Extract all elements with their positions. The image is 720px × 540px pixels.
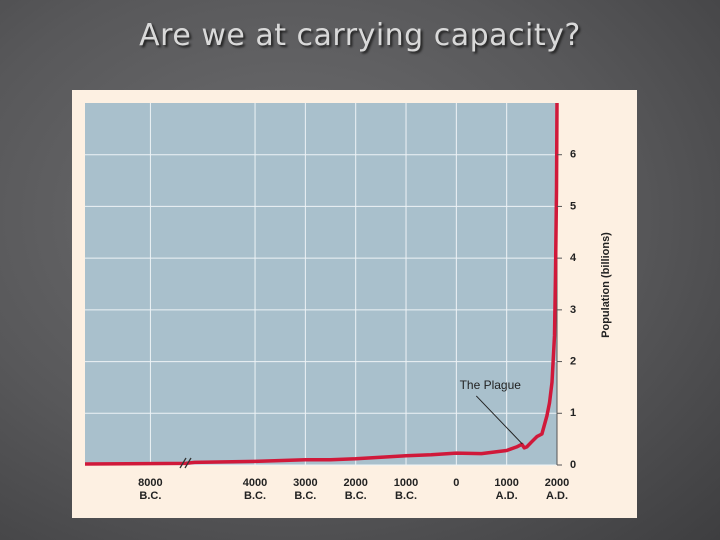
x-tick-label: 3000 B.C.: [293, 477, 318, 502]
y-tick-label: 1: [570, 407, 576, 419]
y-tick-label: 0: [570, 459, 576, 471]
x-tick-label: 1000 B.C.: [393, 477, 419, 502]
y-tick-label: 6: [570, 149, 576, 161]
y-tick-label: 5: [570, 200, 576, 212]
chart: Population (billions) 0 1 2 3 4 5 6 The Plague: [72, 90, 637, 518]
axis-break: [179, 457, 187, 469]
y-tick-label: 3: [570, 304, 576, 316]
axis-break: [184, 457, 192, 469]
slide-title: Are we at carrying capacity?: [139, 18, 581, 53]
y-tick-label: 2: [570, 355, 576, 367]
y-axis-label: Population (billions): [600, 232, 612, 338]
x-tick-label: 0: [453, 477, 460, 489]
chart-panel: Population (billions) 0 1 2 3 4 5 6 The Plague …: [72, 90, 637, 518]
x-tick-label: 8000 B.C.: [138, 477, 163, 502]
annotation: The Plague: [460, 378, 522, 392]
x-tick-label: 4000 B.C.: [242, 477, 268, 502]
y-tick-label: 4: [570, 252, 577, 264]
annotation-arrow: [475, 395, 523, 445]
x-tick-label: 1000 A.D.: [494, 477, 519, 502]
population-line: [84, 102, 559, 466]
x-tick-label: 2000 A.D.: [544, 477, 570, 502]
plot-area: [85, 103, 557, 465]
x-tick-label: 2000 B.C.: [343, 477, 368, 502]
